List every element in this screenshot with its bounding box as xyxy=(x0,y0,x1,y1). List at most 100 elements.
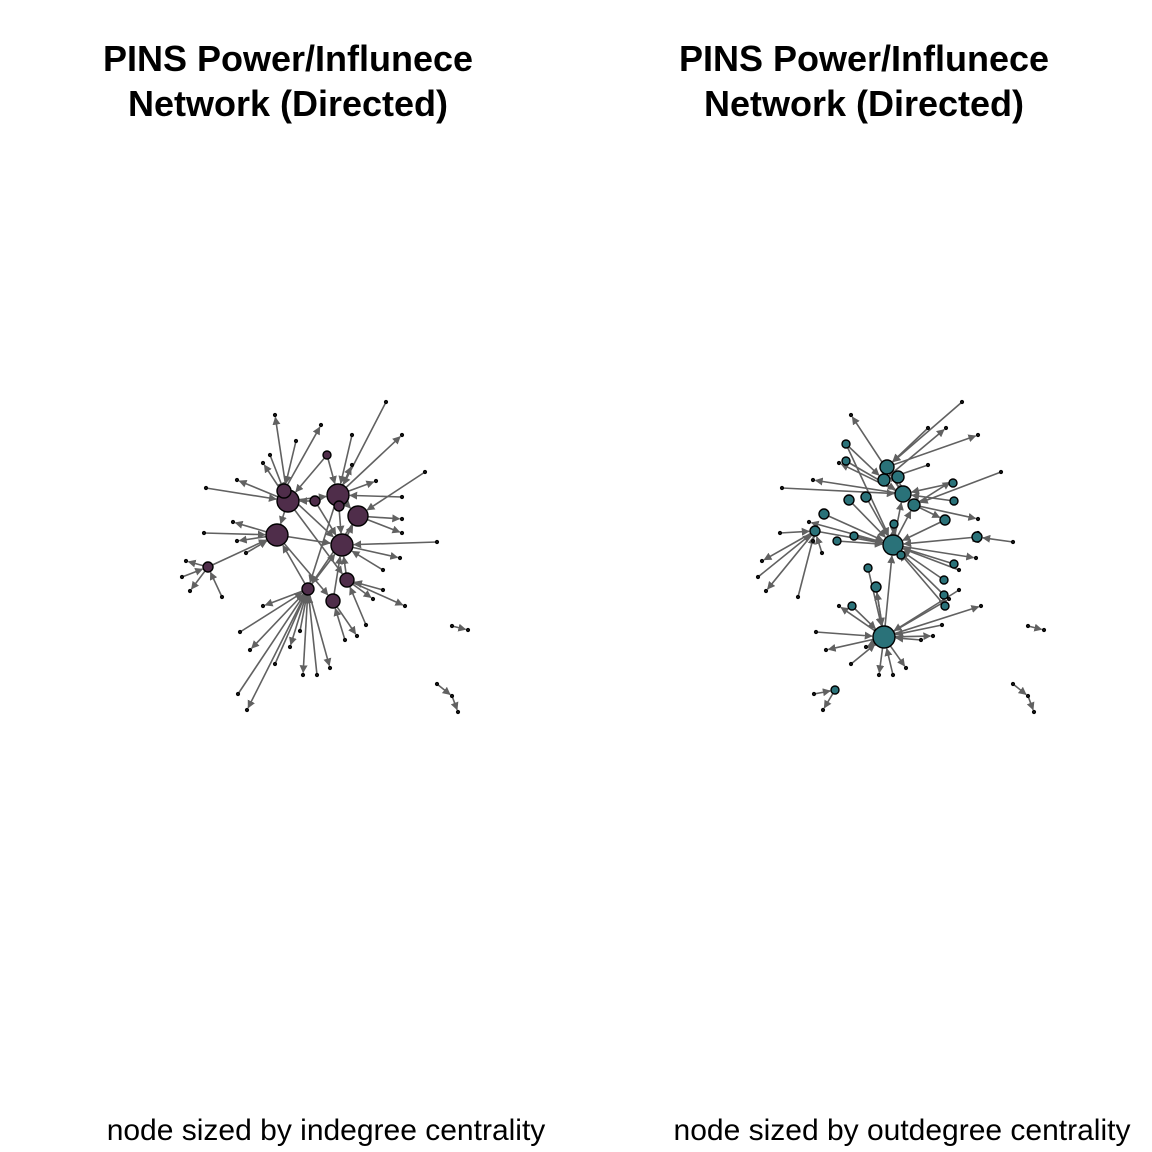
leaf-node xyxy=(1041,627,1047,633)
network-panel-indegree: PINS Power/Influnece Network (Directed) … xyxy=(0,36,576,1147)
leaf-node xyxy=(230,519,236,525)
leaf-node xyxy=(234,538,240,544)
leaf-node xyxy=(235,691,241,697)
leaf-node xyxy=(349,462,355,468)
network-edge xyxy=(815,631,873,640)
leaf-node xyxy=(1010,681,1016,687)
leaf-node xyxy=(399,530,405,536)
network-edge xyxy=(237,594,305,695)
leaf-node xyxy=(465,627,471,633)
outdegree-sized-node xyxy=(872,625,896,649)
leaf-node xyxy=(402,603,408,609)
network-edge xyxy=(207,539,267,568)
outdegree-sized-node xyxy=(809,525,821,537)
network-edge xyxy=(1012,683,1027,696)
title-line-2: Network (Directed) xyxy=(127,83,449,124)
leaf-node xyxy=(876,672,882,678)
leaf-node xyxy=(342,637,348,643)
leaf-node xyxy=(287,644,293,650)
leaf-node xyxy=(946,596,952,602)
leaf-node xyxy=(318,422,324,428)
network-edge xyxy=(308,494,339,584)
network-graph-indegree xyxy=(179,399,471,715)
network-edge xyxy=(982,534,1014,543)
network-edge xyxy=(883,428,945,481)
leaf-node xyxy=(260,603,266,609)
leaf-node xyxy=(260,460,266,466)
outdegree-sized-node xyxy=(841,439,851,449)
network-edge xyxy=(305,595,318,676)
outdegree-sized-node xyxy=(949,559,959,569)
leaf-node xyxy=(272,661,278,667)
leaf-node xyxy=(848,661,854,667)
network-edge xyxy=(181,568,204,578)
leaf-node xyxy=(267,452,273,458)
leaf-node xyxy=(890,672,896,678)
network-edge xyxy=(245,540,268,554)
leaf-node xyxy=(975,432,981,438)
network-edge xyxy=(884,647,894,676)
panel-title: PINS Power/Influnece Network (Directed) xyxy=(0,36,576,126)
network-edge xyxy=(867,567,884,627)
leaf-node xyxy=(422,469,428,475)
leaf-node xyxy=(810,477,816,483)
panel-title: PINS Power/Influnece Network (Directed) xyxy=(576,36,1152,126)
outdegree-sized-node xyxy=(849,531,859,541)
nodes xyxy=(179,399,471,715)
leaf-node xyxy=(293,438,299,444)
network-edge xyxy=(883,599,948,638)
leaf-node xyxy=(973,555,979,561)
network-edge xyxy=(366,471,426,511)
network-edge xyxy=(902,547,960,571)
leaf-node xyxy=(939,622,945,628)
leaf-node xyxy=(763,588,769,594)
leaf-node xyxy=(759,558,765,564)
outdegree-sized-node xyxy=(907,498,921,512)
outdegree-sized-node xyxy=(939,514,951,526)
network-edge xyxy=(850,643,876,665)
network-edge xyxy=(781,487,895,498)
network-edge xyxy=(287,500,343,575)
network-edge xyxy=(338,434,353,485)
network-edge xyxy=(247,588,309,709)
network-edge xyxy=(901,550,945,581)
leaf-node xyxy=(244,707,250,713)
title-line-1: PINS Power/Influnece xyxy=(678,38,1050,79)
network-edge xyxy=(894,624,943,638)
indegree-sized-node xyxy=(322,450,332,460)
leaf-node xyxy=(397,555,403,561)
network-edge xyxy=(353,540,438,549)
network-edge xyxy=(766,530,816,590)
outdegree-sized-node xyxy=(940,601,950,611)
leaf-node xyxy=(903,665,909,671)
leaf-node xyxy=(975,516,981,522)
edges xyxy=(181,401,467,711)
leaf-node xyxy=(779,485,785,491)
leaf-node xyxy=(813,629,819,635)
leaf-node xyxy=(978,603,984,609)
network-edge xyxy=(283,426,321,492)
outdegree-sized-node xyxy=(841,456,851,466)
network-edge xyxy=(1026,695,1035,711)
leaf-node xyxy=(1031,709,1037,715)
leaf-node xyxy=(836,603,842,609)
leaf-node xyxy=(795,594,801,600)
title-line-1: PINS Power/Influnece xyxy=(102,38,474,79)
outdegree-sized-node xyxy=(870,581,882,593)
leaf-node xyxy=(930,633,936,639)
network-edge xyxy=(314,500,337,536)
leaf-node xyxy=(370,596,376,602)
outdegree-sized-node xyxy=(863,563,873,573)
outdegree-sized-node xyxy=(939,575,949,585)
network-edge xyxy=(848,499,886,538)
network-edge xyxy=(289,588,309,646)
network-edge xyxy=(823,513,884,542)
outdegree-sized-node xyxy=(894,485,912,503)
outdegree-sized-node xyxy=(847,601,857,611)
outdegree-sized-node xyxy=(843,494,855,506)
leaf-node xyxy=(314,672,320,678)
network-edge xyxy=(892,401,963,463)
network-edge xyxy=(353,580,384,591)
network-edge xyxy=(307,588,332,667)
panel-caption: node sized by indegree centrality xyxy=(106,1114,546,1147)
